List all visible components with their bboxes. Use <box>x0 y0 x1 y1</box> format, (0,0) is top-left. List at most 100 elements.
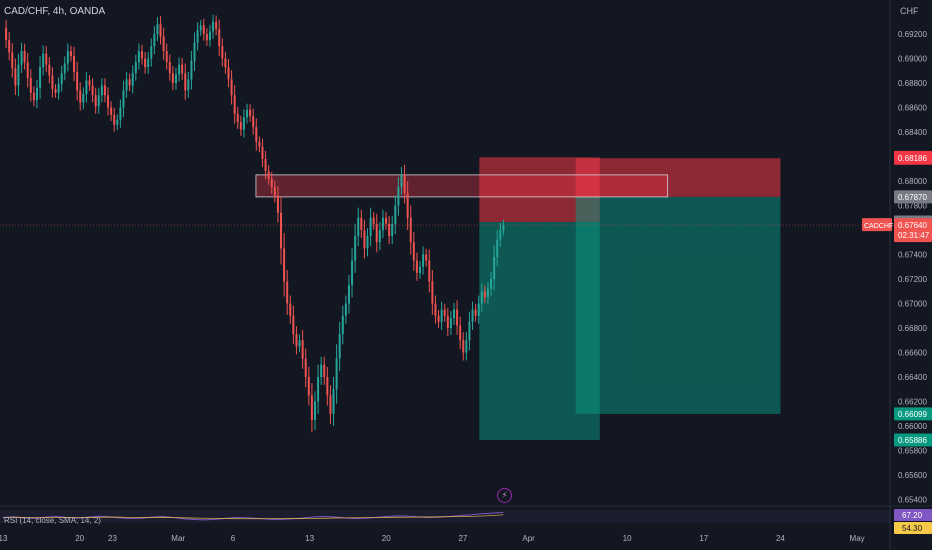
candle <box>292 315 295 335</box>
candle <box>499 230 502 240</box>
candle <box>351 260 354 286</box>
candle <box>110 107 113 115</box>
x-tick-label: 23 <box>108 534 117 543</box>
candle <box>125 79 128 91</box>
candle <box>443 309 446 316</box>
candle <box>344 303 347 316</box>
candle <box>246 109 249 118</box>
candle <box>150 46 153 59</box>
short-position-2-stop-zone <box>575 158 781 197</box>
candle <box>313 401 316 420</box>
price-tag-text: 0.65886 <box>898 436 927 445</box>
candle <box>301 340 304 359</box>
candle <box>474 309 477 316</box>
y-tick-label: 0.65800 <box>898 447 927 456</box>
x-tick-label: 24 <box>776 534 785 543</box>
x-tick-label: 27 <box>458 534 467 543</box>
price-tag-text: 0.66099 <box>898 410 927 419</box>
y-tick-label: 0.68400 <box>898 128 927 137</box>
candle <box>97 95 100 107</box>
candle <box>79 90 82 103</box>
x-tick-label: Apr <box>522 534 535 543</box>
candle <box>193 42 196 61</box>
candle <box>35 87 38 101</box>
candle <box>419 266 422 273</box>
candle <box>141 51 144 59</box>
candle <box>147 58 150 68</box>
candle <box>283 248 286 282</box>
candle <box>270 178 273 188</box>
y-tick-label: 0.65400 <box>898 496 927 505</box>
x-tick-label: 17 <box>699 534 708 543</box>
candle <box>11 52 14 69</box>
candle <box>446 315 449 328</box>
last-price-text: 0.67640 <box>898 221 927 230</box>
candle <box>29 78 32 93</box>
candle <box>403 174 406 194</box>
candle <box>465 340 468 353</box>
candle <box>502 225 505 230</box>
x-tick-label: 6 <box>231 534 236 543</box>
candle <box>422 254 425 267</box>
candle <box>69 51 72 57</box>
candle <box>116 119 119 125</box>
candle <box>261 146 264 159</box>
candle <box>165 51 168 63</box>
candle <box>54 89 57 93</box>
candle <box>122 90 125 108</box>
y-tick-label: 0.66800 <box>898 324 927 333</box>
countdown-text: 02:31:47 <box>898 231 930 240</box>
candle <box>468 321 471 341</box>
price-tag-text: 0.68186 <box>898 154 927 163</box>
candle <box>267 171 270 179</box>
candle <box>23 51 26 63</box>
candle <box>477 303 480 316</box>
candle <box>153 34 156 47</box>
candle <box>51 75 54 90</box>
last-price-tag <box>894 218 932 243</box>
candle <box>335 358 338 390</box>
candle <box>227 67 230 80</box>
candle <box>304 358 307 377</box>
candle <box>249 109 252 117</box>
short-position-2-target-zone <box>575 196 781 414</box>
candle <box>486 288 489 298</box>
y-tick-label: 0.67200 <box>898 275 927 284</box>
y-tick-label: 0.66400 <box>898 373 927 382</box>
candle <box>280 212 283 249</box>
candle <box>224 58 227 68</box>
candle <box>434 303 437 316</box>
y-tick-label: 0.69000 <box>898 55 927 64</box>
y-tick-label: 0.66600 <box>898 349 927 358</box>
candle <box>218 29 221 47</box>
candle <box>119 107 122 120</box>
candle <box>239 122 242 130</box>
candle <box>39 67 42 88</box>
candle <box>73 56 76 72</box>
x-tick-label: 10 <box>623 534 632 543</box>
rsi-value-text: 67.20 <box>902 511 923 520</box>
lightning-icon[interactable]: ⚡ <box>497 488 512 503</box>
candle <box>449 318 452 328</box>
x-tick-label: 20 <box>75 534 84 543</box>
candle <box>76 71 79 91</box>
candle <box>437 315 440 322</box>
candle <box>32 92 35 101</box>
candle <box>320 364 323 377</box>
candle <box>212 21 215 32</box>
candle <box>317 377 320 402</box>
candle <box>113 114 116 125</box>
candle <box>496 239 499 257</box>
candle <box>456 309 459 326</box>
candle <box>20 51 23 65</box>
candle <box>480 291 483 304</box>
candle <box>347 285 350 304</box>
candle <box>171 73 174 83</box>
candle <box>354 236 357 261</box>
candle <box>202 25 205 34</box>
candle <box>221 46 224 59</box>
y-tick-label: 0.66000 <box>898 422 927 431</box>
y-tick-label: 0.65600 <box>898 471 927 480</box>
candle <box>17 64 20 86</box>
